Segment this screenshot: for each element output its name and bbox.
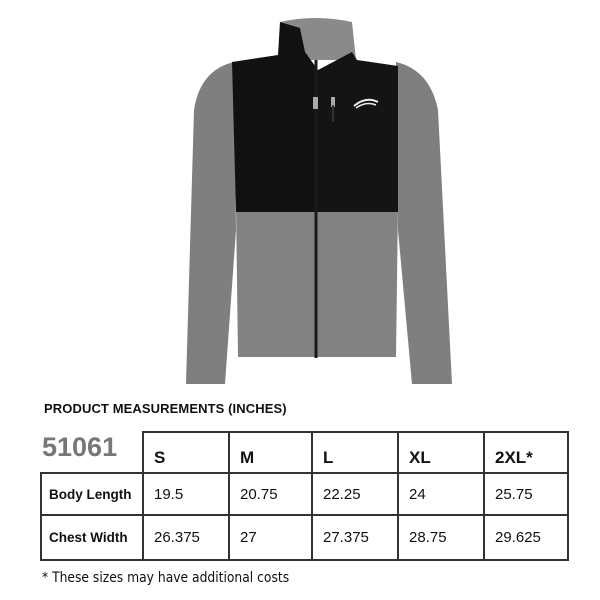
- size-chart-table: S M L XL 2XL* Body Length 19.5 20.75 22.…: [40, 431, 569, 561]
- table-cell: 26.375: [142, 514, 230, 561]
- footnote: * These sizes may have additional costs: [42, 570, 290, 586]
- jacket-yoke: [232, 22, 318, 212]
- table-cell: 19.5: [142, 472, 230, 516]
- table-cell: 20.75: [228, 472, 313, 516]
- row-label: Chest Width: [40, 514, 144, 561]
- table-cell: 27: [228, 514, 313, 561]
- table-cell: 25.75: [483, 472, 569, 516]
- table-cell: 22.25: [311, 472, 399, 516]
- column-header: L: [311, 431, 399, 474]
- brand-logo: [353, 98, 379, 109]
- jacket-product-image: [186, 18, 452, 384]
- table-row: Body Length 19.5 20.75 22.25 24 25.75: [40, 472, 569, 516]
- column-header: M: [228, 431, 313, 474]
- left-sleeve: [186, 62, 236, 384]
- column-header: XL: [397, 431, 485, 474]
- table-cell: 28.75: [397, 514, 485, 561]
- row-label: Body Length: [40, 472, 144, 516]
- table-cell: 29.625: [483, 514, 569, 561]
- table-cell: 24: [397, 472, 485, 516]
- column-header: 2XL*: [483, 431, 569, 474]
- right-sleeve: [396, 62, 452, 384]
- measurements-title: PRODUCT MEASUREMENTS (INCHES): [44, 401, 287, 416]
- table-header-row: S M L XL 2XL*: [41, 431, 569, 474]
- table-row: Chest Width 26.375 27 27.375 28.75 29.62…: [40, 514, 569, 561]
- column-header: S: [142, 431, 230, 474]
- table-cell: 27.375: [311, 514, 399, 561]
